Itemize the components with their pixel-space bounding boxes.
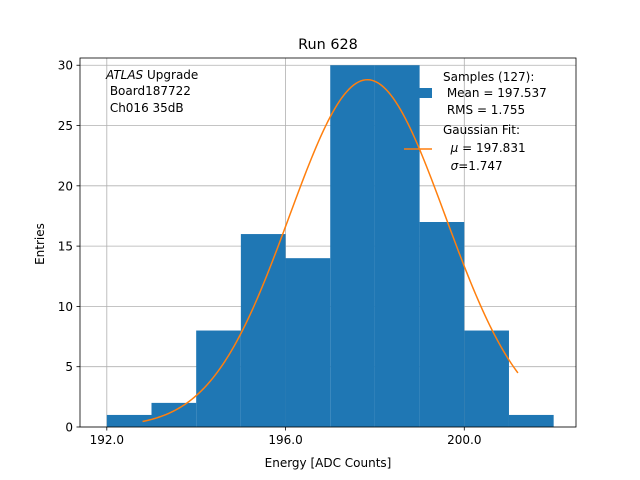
legend-hist-line-2: Mean = 197.537 [443,86,547,100]
y-tick-label: 0 [65,421,73,435]
y-tick-label: 5 [65,360,73,374]
axes-frame [79,57,577,428]
annotation-text: ATLAS Upgrade Board187722 Ch016 35dB [105,68,198,115]
legend-fit-line-2: μ = 197.831 [443,141,526,155]
histogram-bar [464,330,509,427]
histogram-bar [106,414,152,427]
y-tick-label: 20 [58,179,73,193]
annotation-line-3: Ch016 35dB [106,101,184,115]
y-tick-label: 10 [58,300,73,314]
legend-mu-value: = 197.831 [458,141,525,155]
legend-sigma-value: =1.747 [458,159,502,173]
histogram-bar [285,258,331,427]
annotation-upgrade: Upgrade [143,68,198,82]
histogram-bar [419,222,465,427]
x-tick-label: 192.0 [90,433,124,447]
y-tick-label: 15 [58,240,73,254]
legend-fit-line-3: σ=1.747 [443,159,503,173]
chart-title: Run 628 [298,37,358,53]
histogram-bar [508,414,554,427]
annotation-line-2: Board187722 [106,84,191,98]
x-tick-label: 196.0 [268,433,302,447]
legend-hist-swatch [418,88,432,98]
y-axis-label: Entries [33,223,47,265]
histogram-bar [151,402,197,427]
x-axis-label: Energy [ADC Counts] [265,456,392,470]
legend: Samples (127): Mean = 197.537 RMS = 1.75… [404,70,547,173]
legend-hist-line-3: RMS = 1.755 [443,103,525,117]
gaussian-fit-curve [142,78,519,423]
legend-hist-line-1: Samples (127): [443,70,534,84]
histogram-bar [330,65,375,427]
annotation-line-1: ATLAS Upgrade [105,68,198,82]
x-tick-label: 200.0 [447,433,481,447]
legend-sigma-symbol: σ [451,159,459,173]
legend-mu-symbol: μ [450,141,459,155]
y-tick-label: 25 [58,119,73,133]
histogram-bar [240,234,286,427]
annotation-atlas: ATLAS [105,68,144,82]
histogram-bar [374,65,420,427]
legend-fit-line-1: Gaussian Fit: [443,123,520,137]
y-tick-label: 30 [58,59,73,73]
